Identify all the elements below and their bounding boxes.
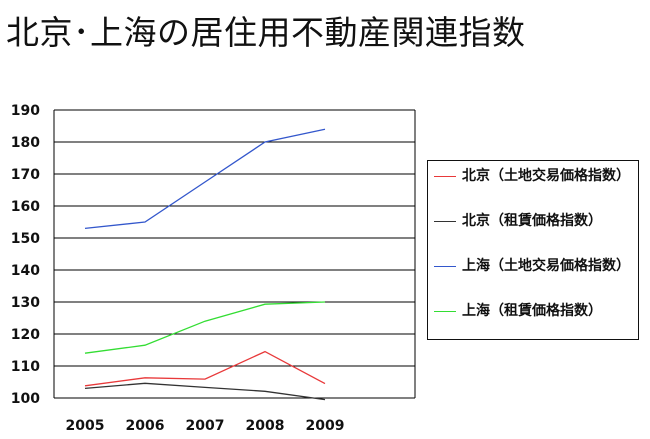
series-line — [84, 301, 326, 354]
x-tick-label: 2007 — [186, 418, 225, 434]
x-tick-label: 2006 — [126, 418, 165, 434]
legend-item: 北京（租賃価格指数） — [434, 212, 638, 230]
axes — [53, 110, 416, 398]
y-tick-label: 130 — [11, 295, 40, 311]
gridlines — [54, 109, 415, 399]
legend-item: 上海（土地交易価格指数） — [434, 257, 638, 275]
chart-legend: 北京（土地交易価格指数） 北京（租賃価格指数） 上海（土地交易価格指数） 上海（租賃価… — [427, 160, 639, 340]
y-tick-label: 140 — [11, 263, 40, 279]
series-1 — [84, 382, 326, 401]
x-tick-labels: 2005 2006 2007 2008 2009 — [66, 418, 345, 434]
y-tick-label: 120 — [11, 327, 40, 343]
series-line — [84, 128, 326, 230]
x-tick-label: 2009 — [306, 418, 345, 434]
series-lines — [84, 128, 326, 401]
y-tick-label: 110 — [11, 359, 40, 375]
y-tick-labels: 100 110 120 130 140 150 160 170 180 190 — [11, 103, 40, 407]
series-line — [84, 350, 326, 387]
legend-swatch — [434, 266, 456, 267]
series-line — [84, 382, 326, 401]
legend-label: 上海（土地交易価格指数） — [462, 258, 630, 274]
y-tick-label: 180 — [11, 135, 40, 151]
legend-label: 北京（土地交易価格指数） — [462, 168, 630, 184]
legend-swatch — [434, 176, 456, 177]
series-0 — [84, 350, 326, 387]
legend-swatch — [434, 311, 456, 312]
legend-label: 上海（租賃価格指数） — [462, 303, 602, 319]
series-3 — [84, 301, 326, 354]
legend-swatch — [434, 221, 456, 222]
x-tick-label: 2008 — [246, 418, 285, 434]
legend-label: 北京（租賃価格指数） — [462, 213, 602, 229]
y-tick-label: 100 — [11, 391, 40, 407]
y-tick-label: 160 — [11, 199, 40, 215]
y-tick-label: 170 — [11, 167, 40, 183]
legend-item: 北京（土地交易価格指数） — [434, 167, 638, 185]
y-tick-label: 190 — [11, 103, 40, 119]
y-tick-label: 150 — [11, 231, 40, 247]
series-2 — [84, 128, 326, 230]
x-tick-label: 2005 — [66, 418, 105, 434]
legend-item: 上海（租賃価格指数） — [434, 302, 638, 320]
chart-title: 北京･上海の居住用不動産関連指数 — [6, 13, 526, 52]
